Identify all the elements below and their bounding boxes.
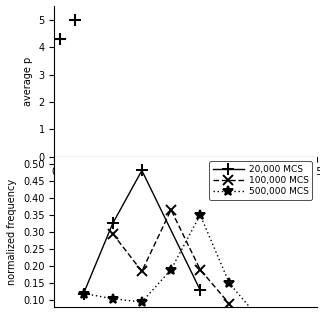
100,000 MCS [228, 302, 231, 306]
20,000 MCS [198, 288, 202, 292]
100,000 MCS [169, 208, 173, 212]
500,000 MCS [140, 300, 144, 304]
500,000 MCS [198, 213, 202, 217]
100,000 MCS [198, 268, 202, 271]
20,000 MCS [140, 169, 144, 172]
500,000 MCS [228, 281, 231, 285]
20,000 MCS [82, 292, 85, 295]
Line: 20,000 MCS: 20,000 MCS [78, 165, 206, 299]
X-axis label: time (x20,000 MCS): time (x20,000 MCS) [137, 182, 234, 192]
500,000 MCS [169, 268, 173, 271]
100,000 MCS [140, 269, 144, 273]
Y-axis label: average p: average p [23, 57, 33, 106]
20,000 MCS [111, 221, 115, 225]
Legend: 20,000 MCS, 100,000 MCS, 500,000 MCS: 20,000 MCS, 100,000 MCS, 500,000 MCS [209, 161, 312, 200]
Line: 100,000 MCS: 100,000 MCS [108, 205, 234, 309]
100,000 MCS [111, 232, 115, 236]
500,000 MCS [82, 292, 85, 295]
Text: (a): (a) [174, 235, 197, 249]
Y-axis label: normalized frequency: normalized frequency [7, 179, 18, 285]
Line: 500,000 MCS: 500,000 MCS [79, 210, 263, 320]
500,000 MCS [111, 297, 115, 300]
500,000 MCS [257, 316, 260, 319]
